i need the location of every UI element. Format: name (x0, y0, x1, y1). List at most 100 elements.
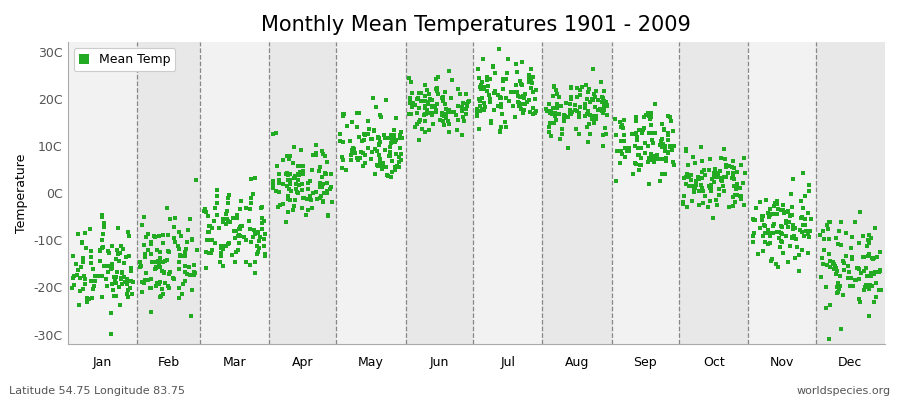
Point (585, 66, 599, 72)
Point (630, 137, 644, 143)
Point (728, 186, 742, 192)
Point (747, 230, 761, 236)
Point (253, 234, 267, 240)
Point (549, 87, 563, 93)
Point (580, 139, 595, 146)
Point (320, 159, 334, 166)
Point (432, 116, 446, 123)
Point (835, 258, 850, 264)
Point (868, 268, 882, 275)
Point (120, 281, 134, 287)
Point (317, 190, 331, 196)
Point (288, 173, 302, 179)
Point (364, 136, 379, 142)
Point (139, 270, 153, 276)
Point (861, 232, 876, 238)
Point (862, 313, 877, 320)
Point (547, 113, 562, 120)
Point (661, 137, 675, 144)
Point (748, 217, 762, 223)
Point (688, 160, 703, 166)
Point (794, 215, 808, 221)
Point (871, 287, 886, 294)
Point (94, 294, 109, 300)
Point (862, 251, 877, 257)
Point (351, 156, 365, 163)
Point (305, 166, 320, 173)
Point (594, 99, 608, 106)
Point (676, 201, 690, 207)
Point (388, 167, 402, 173)
Point (588, 104, 602, 110)
Point (837, 260, 851, 266)
Point (726, 165, 741, 172)
Point (243, 206, 257, 212)
Point (725, 203, 740, 210)
Point (365, 94, 380, 101)
Point (370, 147, 384, 154)
Point (144, 285, 158, 291)
Point (599, 98, 614, 105)
Point (596, 95, 610, 102)
Point (698, 192, 713, 199)
Point (216, 263, 230, 269)
Point (178, 252, 193, 259)
Point (257, 231, 272, 237)
Point (507, 88, 521, 95)
Point (788, 225, 803, 232)
Point (494, 111, 508, 117)
Point (662, 150, 676, 156)
Point (526, 111, 540, 118)
Point (157, 232, 171, 238)
Point (711, 173, 725, 180)
Point (436, 110, 450, 116)
Point (441, 108, 455, 115)
Point (421, 110, 436, 116)
Point (176, 253, 191, 259)
Point (154, 292, 168, 299)
Point (562, 107, 577, 113)
Point (867, 299, 881, 305)
Point (113, 243, 128, 250)
Y-axis label: Temperature: Temperature (15, 153, 28, 233)
Text: Mar: Mar (222, 356, 247, 369)
Point (403, 100, 418, 106)
Point (644, 151, 658, 157)
Point (695, 168, 709, 175)
Point (730, 183, 744, 189)
Point (85, 248, 99, 254)
Point (666, 128, 680, 134)
Point (293, 147, 308, 154)
Point (492, 127, 507, 134)
Point (429, 76, 444, 82)
Point (79, 295, 94, 301)
Point (94, 245, 109, 251)
Point (482, 96, 497, 102)
Text: worldspecies.org: worldspecies.org (796, 386, 891, 396)
Point (256, 214, 270, 221)
Point (568, 102, 582, 108)
Point (776, 207, 790, 214)
Point (402, 97, 417, 103)
Point (632, 152, 646, 158)
Point (600, 102, 615, 108)
Point (461, 99, 475, 105)
Point (94, 273, 109, 279)
Point (770, 229, 784, 235)
Point (117, 274, 131, 280)
Point (627, 130, 642, 137)
Point (124, 268, 139, 274)
Point (477, 100, 491, 106)
Point (542, 124, 556, 131)
Point (657, 145, 671, 151)
Point (121, 294, 135, 300)
Point (688, 184, 702, 190)
Point (802, 234, 816, 240)
Point (646, 153, 661, 159)
Point (569, 126, 583, 132)
Point (873, 249, 887, 255)
Point (752, 225, 767, 231)
Point (356, 137, 371, 143)
Point (202, 237, 217, 244)
Point (459, 105, 473, 112)
